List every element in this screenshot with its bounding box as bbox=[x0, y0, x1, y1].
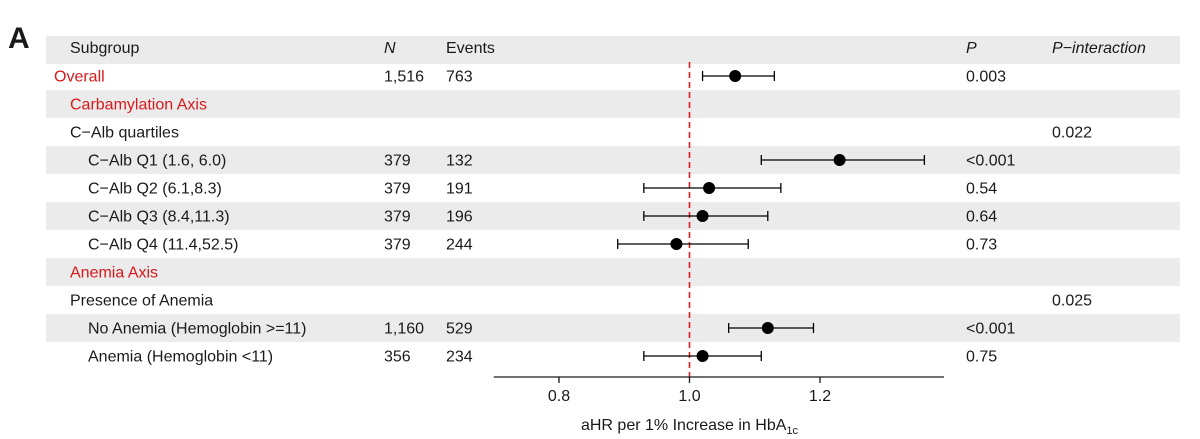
row-p-value: 0.003 bbox=[966, 69, 1006, 86]
row-label: Overall bbox=[54, 69, 105, 86]
row-p-value: 0.73 bbox=[966, 237, 997, 254]
row-n: 379 bbox=[384, 181, 411, 198]
row-label: No Anemia (Hemoglobin >=11) bbox=[88, 321, 307, 338]
x-tick-label: 1.0 bbox=[678, 388, 700, 405]
header-p-interaction: P−interaction bbox=[1052, 40, 1146, 57]
row-p-value: <0.001 bbox=[966, 321, 1015, 338]
row-events: 244 bbox=[446, 237, 473, 254]
table-rows: Overall 1,516 763 0.003 Carbamylation Axis C−… bbox=[54, 69, 1092, 366]
row-events: 132 bbox=[446, 153, 473, 170]
x-axis: 0.8 1.0 1.2 aHR per 1% Increase in HbA1c bbox=[493, 376, 944, 437]
row-p-value: 0.75 bbox=[966, 349, 997, 366]
hr-point bbox=[833, 154, 846, 166]
row-n: 1,516 bbox=[384, 69, 424, 86]
row-events: 234 bbox=[446, 349, 473, 366]
row-label: C−Alb Q3 (8.4,11.3) bbox=[88, 209, 230, 226]
row-p-value: 0.64 bbox=[966, 209, 997, 226]
header-events: Events bbox=[446, 40, 495, 57]
row-band bbox=[46, 314, 1180, 342]
hr-point bbox=[696, 210, 709, 222]
row-n: 379 bbox=[384, 209, 411, 226]
header-n: N bbox=[384, 40, 396, 57]
header-p: P bbox=[966, 40, 977, 57]
row-events: 529 bbox=[446, 321, 473, 338]
row-n: 379 bbox=[384, 153, 411, 170]
row-p-interaction: 0.022 bbox=[1052, 125, 1092, 142]
row-p-value: <0.001 bbox=[966, 153, 1015, 170]
hr-point bbox=[670, 238, 683, 250]
table-header: Subgroup N Events P P−interaction bbox=[70, 40, 1146, 57]
x-axis-label-main: aHR per 1% Increase in HbA bbox=[581, 417, 787, 434]
row-band bbox=[46, 90, 1180, 118]
x-tick-label: 0.8 bbox=[548, 388, 570, 405]
row-p-interaction: 0.025 bbox=[1052, 293, 1092, 310]
hr-point bbox=[696, 350, 709, 362]
row-n: 1,160 bbox=[384, 321, 424, 338]
row-p-value: 0.54 bbox=[966, 181, 997, 198]
header-subgroup: Subgroup bbox=[70, 40, 139, 57]
row-events: 191 bbox=[446, 181, 473, 198]
header-band bbox=[46, 36, 1180, 64]
x-axis-label: aHR per 1% Increase in HbA1c bbox=[581, 417, 799, 437]
hr-point bbox=[729, 70, 742, 82]
panel-letter: A bbox=[8, 22, 30, 55]
hr-point bbox=[761, 322, 774, 334]
row-label: C−Alb Q2 (6.1,8.3) bbox=[88, 181, 222, 198]
row-events: 763 bbox=[446, 69, 473, 86]
hr-point bbox=[703, 182, 716, 194]
row-label: C−Alb quartiles bbox=[70, 125, 179, 142]
confidence-intervals bbox=[617, 70, 926, 362]
row-label: Anemia Axis bbox=[70, 265, 158, 282]
row-label: C−Alb Q4 (11.4,52.5) bbox=[88, 237, 238, 254]
row-label: Anemia (Hemoglobin <11) bbox=[88, 349, 273, 366]
x-tick-label: 1.2 bbox=[809, 388, 831, 405]
row-label: C−Alb Q1 (1.6, 6.0) bbox=[88, 153, 226, 170]
row-n: 379 bbox=[384, 237, 411, 254]
row-n: 356 bbox=[384, 349, 411, 366]
row-band bbox=[46, 146, 1180, 174]
row-bands bbox=[46, 36, 1180, 342]
row-label: Carbamylation Axis bbox=[70, 97, 207, 114]
x-axis-label-subscript: 1c bbox=[786, 425, 798, 437]
row-band bbox=[46, 258, 1180, 286]
row-band bbox=[46, 202, 1180, 230]
row-events: 196 bbox=[446, 209, 473, 226]
row-label: Presence of Anemia bbox=[70, 293, 213, 310]
